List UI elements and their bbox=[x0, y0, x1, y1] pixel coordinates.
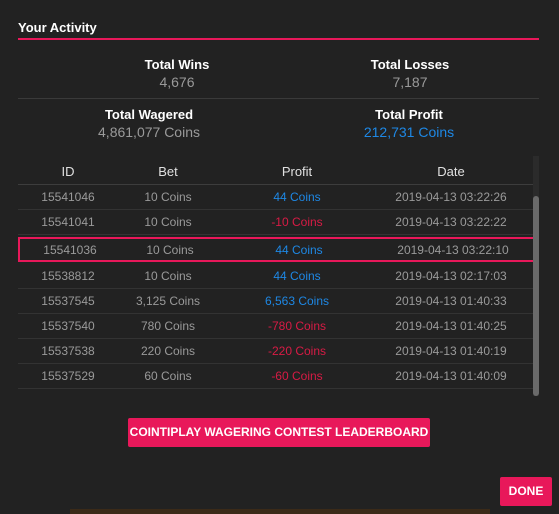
row-bet: 10 Coins bbox=[144, 215, 192, 229]
table-row[interactable]: 15537545 3,125 Coins 6,563 Coins 2019-04… bbox=[18, 289, 539, 314]
contest-leaderboard-button[interactable]: COINTIPLAY WAGERING CONTEST LEADERBOARD bbox=[128, 418, 430, 447]
total-losses-label: Total Losses bbox=[370, 57, 450, 72]
total-wagered-stat: Total Wagered 4,861,077 Coins bbox=[24, 107, 274, 140]
table-row[interactable]: 15537529 60 Coins -60 Coins 2019-04-13 0… bbox=[18, 364, 539, 389]
row-bet: 60 Coins bbox=[144, 369, 192, 383]
row-date: 2019-04-13 03:22:10 bbox=[397, 242, 509, 257]
table-header: ID Bet Profit Date bbox=[18, 158, 539, 185]
row-date: 2019-04-13 01:40:19 bbox=[395, 344, 507, 358]
row-profit: -780 Coins bbox=[267, 319, 327, 333]
stats-divider bbox=[18, 98, 539, 99]
table-row-selected[interactable]: 15541036 10 Coins 44 Coins 2019-04-13 03… bbox=[18, 237, 539, 262]
total-wagered-value: 4,861,077 Coins bbox=[98, 124, 200, 140]
total-losses-value: 7,187 bbox=[392, 74, 428, 90]
table-row[interactable]: 15538812 10 Coins 44 Coins 2019-04-13 02… bbox=[18, 264, 539, 289]
row-id: 15537538 bbox=[41, 344, 95, 358]
row-id: 15541046 bbox=[41, 190, 95, 204]
row-id: 15537545 bbox=[41, 294, 95, 308]
table-row[interactable]: 15537540 780 Coins -780 Coins 2019-04-13… bbox=[18, 314, 539, 339]
total-wins-value: 4,676 bbox=[159, 74, 195, 90]
scrollbar-thumb[interactable] bbox=[533, 196, 539, 396]
table-row[interactable]: 15541041 10 Coins -10 Coins 2019-04-13 0… bbox=[18, 210, 539, 235]
column-header-profit: Profit bbox=[281, 163, 313, 179]
row-bet: 780 Coins bbox=[140, 319, 196, 333]
row-id: 15541036 bbox=[43, 242, 97, 257]
background-peek bbox=[70, 509, 490, 514]
table-scrollbar[interactable] bbox=[533, 156, 539, 396]
row-profit: -60 Coins bbox=[271, 369, 323, 383]
row-bet: 10 Coins bbox=[144, 190, 192, 204]
table-row[interactable]: 15537538 220 Coins -220 Coins 2019-04-13… bbox=[18, 339, 539, 364]
total-profit-stat: Total Profit 212,731 Coins bbox=[284, 107, 534, 140]
row-date: 2019-04-13 02:17:03 bbox=[395, 269, 507, 283]
column-header-id: ID bbox=[61, 163, 75, 179]
row-bet: 3,125 Coins bbox=[135, 294, 201, 308]
row-id: 15537529 bbox=[41, 369, 95, 383]
row-bet: 220 Coins bbox=[140, 344, 196, 358]
table-row[interactable]: 15541046 10 Coins 44 Coins 2019-04-13 03… bbox=[18, 185, 539, 210]
row-profit: 44 Coins bbox=[273, 190, 321, 204]
total-losses-stat: Total Losses 7,187 bbox=[285, 57, 535, 90]
row-id: 15538812 bbox=[41, 269, 95, 283]
bets-table[interactable]: ID Bet Profit Date 15541046 10 Coins 44 … bbox=[18, 158, 539, 398]
total-profit-value: 212,731 Coins bbox=[363, 124, 455, 140]
row-date: 2019-04-13 03:22:22 bbox=[395, 215, 507, 229]
title-underline bbox=[18, 38, 539, 40]
row-profit: 6,563 Coins bbox=[264, 294, 330, 308]
row-profit: -10 Coins bbox=[271, 215, 323, 229]
row-date: 2019-04-13 01:40:33 bbox=[395, 294, 507, 308]
total-wins-label: Total Wins bbox=[144, 57, 210, 72]
total-wins-stat: Total Wins 4,676 bbox=[52, 57, 302, 90]
row-profit: -220 Coins bbox=[267, 344, 327, 358]
row-date: 2019-04-13 01:40:09 bbox=[395, 369, 507, 383]
row-bet: 10 Coins bbox=[146, 242, 194, 257]
total-wagered-label: Total Wagered bbox=[104, 107, 194, 122]
row-id: 15537540 bbox=[41, 319, 95, 333]
row-profit: 44 Coins bbox=[275, 242, 323, 257]
row-id: 15541041 bbox=[41, 215, 95, 229]
column-header-bet: Bet bbox=[158, 163, 178, 179]
done-button[interactable]: DONE bbox=[500, 477, 552, 506]
row-date: 2019-04-13 01:40:25 bbox=[395, 319, 507, 333]
row-date: 2019-04-13 03:22:26 bbox=[395, 190, 507, 204]
total-profit-label: Total Profit bbox=[375, 107, 443, 122]
row-bet: 10 Coins bbox=[144, 269, 192, 283]
column-header-date: Date bbox=[437, 163, 465, 179]
row-profit: 44 Coins bbox=[273, 269, 321, 283]
modal-title: Your Activity bbox=[18, 20, 97, 35]
